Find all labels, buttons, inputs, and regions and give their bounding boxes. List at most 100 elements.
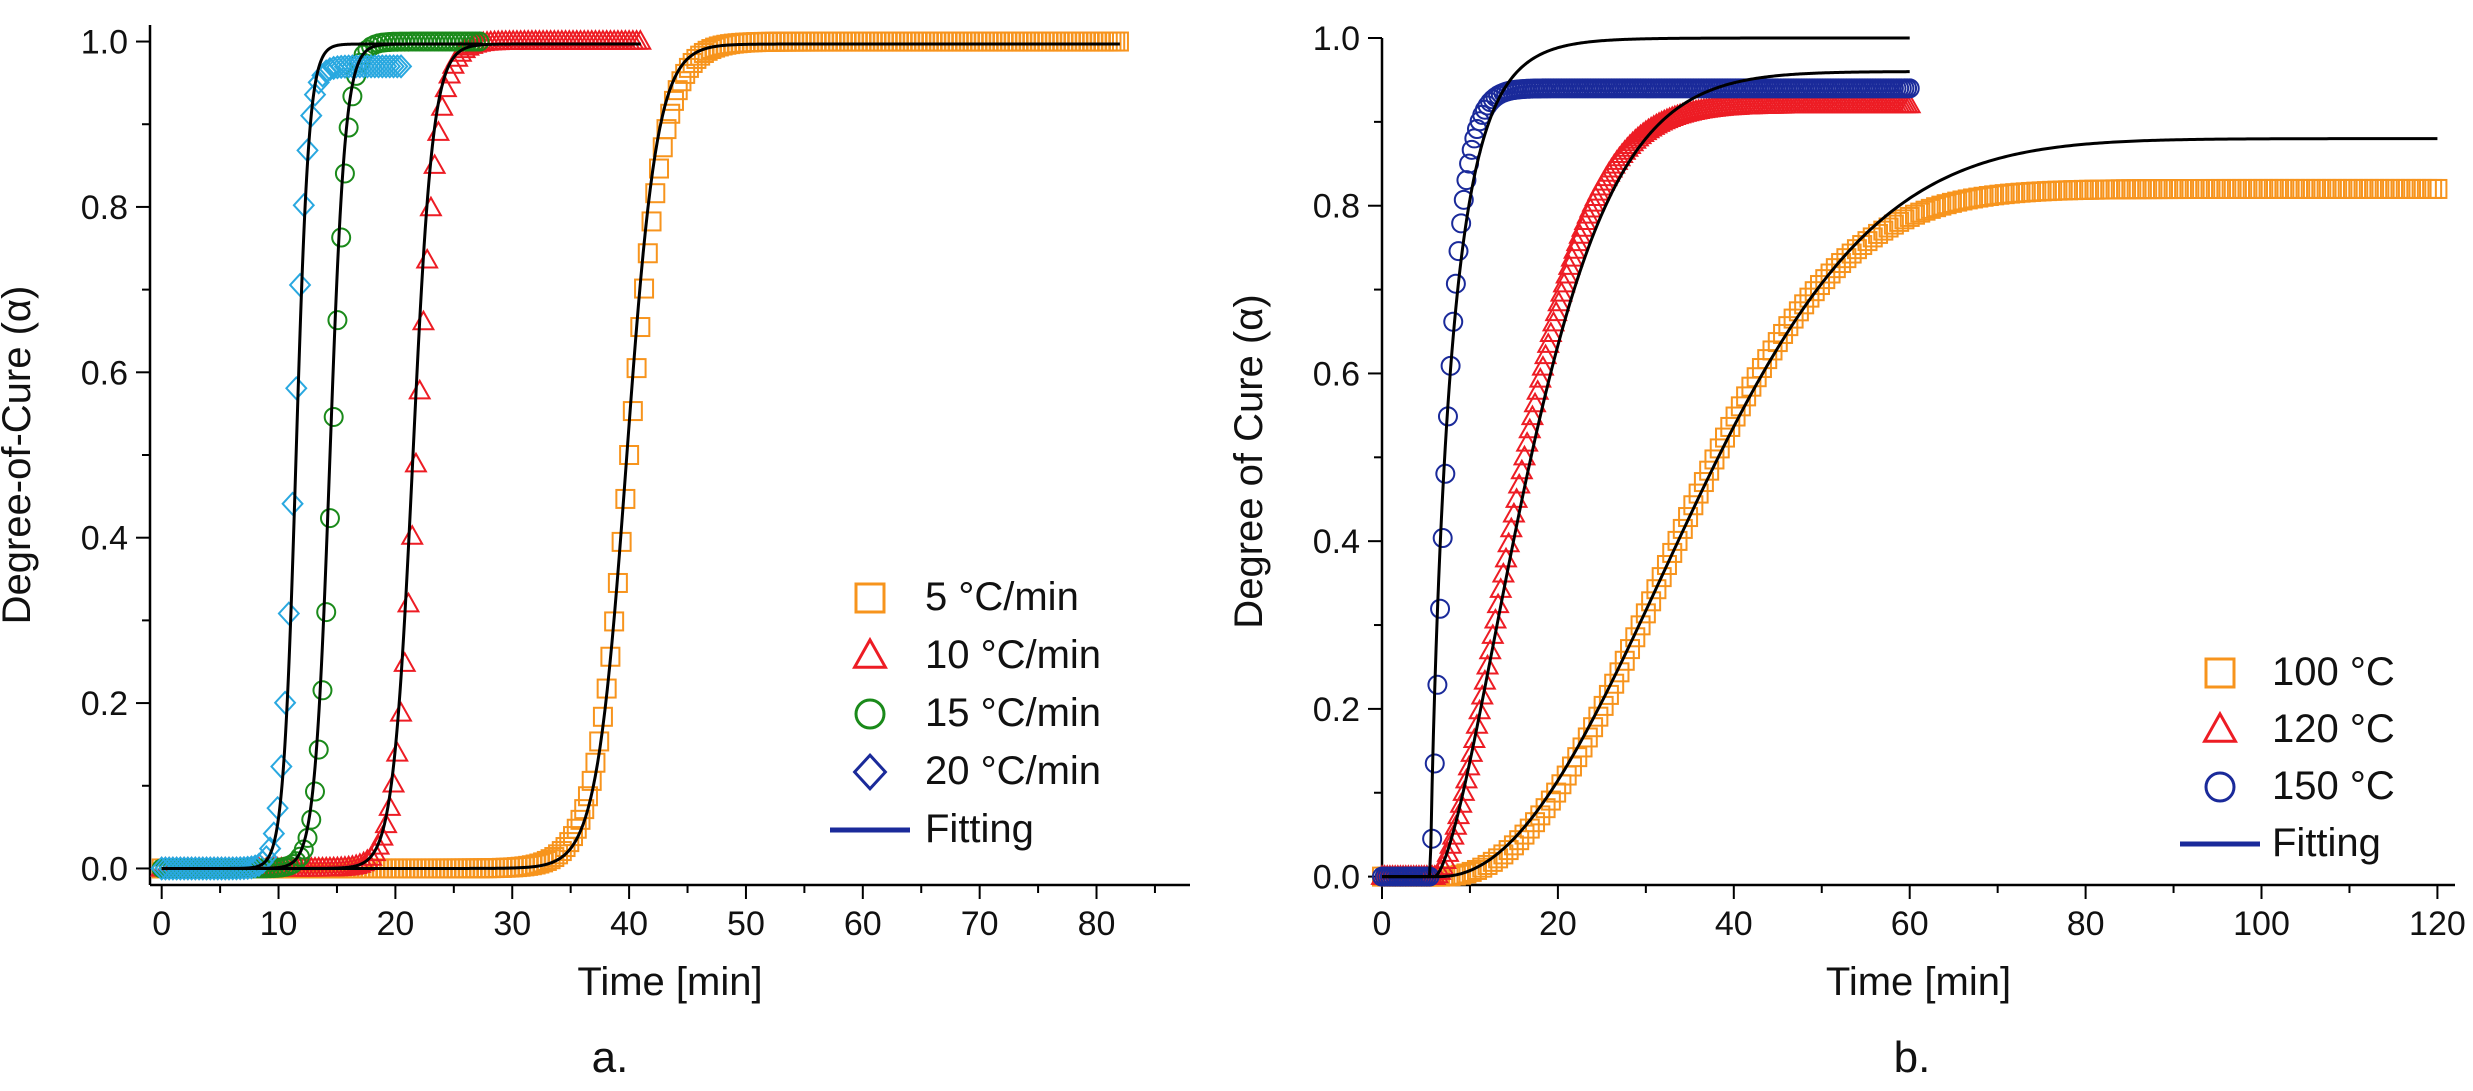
data-point: [1456, 170, 1477, 191]
data-point: [180, 856, 203, 881]
data-point: [404, 451, 428, 473]
data-point: [210, 856, 233, 881]
y-axis-title: Degree-of-Cure (α): [0, 286, 39, 625]
data-point: [1931, 195, 1952, 216]
y-tick-label: 0.8: [1313, 188, 1360, 226]
data-point: [1510, 458, 1534, 480]
data-point: [1460, 741, 1484, 762]
data-point: [367, 54, 390, 79]
legend-label-fitting: Fitting: [925, 807, 1034, 851]
legend-label-3: 15 °C/min: [925, 691, 1101, 735]
y-tick-label: 1.0: [81, 24, 128, 62]
data-point: [1894, 209, 1915, 230]
data-point: [1804, 281, 1825, 302]
data-point: [630, 317, 651, 338]
data-point: [1926, 197, 1947, 218]
data-point: [304, 781, 325, 802]
data-point: [307, 70, 330, 95]
data-point: [1565, 230, 1589, 252]
x-tick-label: 30: [493, 905, 531, 943]
legend-marker-1: [2204, 657, 2236, 689]
data-point: [1788, 301, 1809, 322]
data-point: [1662, 542, 1683, 563]
y-tick-label: 1.0: [1313, 20, 1360, 58]
data-point: [154, 856, 177, 881]
fitting-curve-1: [161, 42, 1120, 870]
data-point: [423, 153, 447, 174]
data-point: [333, 54, 357, 79]
data-point: [285, 375, 308, 401]
data-point: [381, 771, 406, 793]
data-point: [1444, 814, 1468, 835]
data-point: [150, 856, 173, 881]
legend-marker-3: [854, 698, 886, 730]
series-4-markers: [150, 54, 413, 881]
x-axis-title: Time [min]: [1826, 960, 2011, 1004]
legend-label-fitting: Fitting: [2272, 821, 2381, 865]
legend-marker-1: [854, 582, 886, 614]
data-point: [1451, 213, 1472, 234]
data-point: [1910, 202, 1931, 223]
data-point: [415, 247, 439, 269]
data-point: [1820, 263, 1841, 284]
data-point: [206, 856, 230, 881]
data-point: [645, 183, 666, 204]
data-point: [1693, 472, 1714, 493]
data-point: [1512, 444, 1537, 466]
panel-a-label: a.: [592, 1033, 629, 1082]
data-point: [378, 795, 402, 816]
data-point: [371, 54, 394, 79]
legend-marker-2: [2202, 710, 2238, 743]
data-point: [351, 850, 376, 872]
data-point: [1432, 528, 1453, 549]
y-tick-label: 0.0: [1313, 859, 1360, 897]
fitting-curve-2: [161, 42, 641, 870]
data-point: [1445, 273, 1466, 294]
data-point: [1651, 567, 1672, 588]
y-axis-title: Degree of Cure (α): [1227, 294, 1271, 628]
legend-label-4: 20 °C/min: [925, 749, 1101, 793]
data-point: [1108, 31, 1129, 52]
data-point: [641, 211, 662, 232]
data-point: [319, 508, 340, 529]
data-point: [217, 856, 241, 881]
data-point: [213, 856, 237, 881]
data-point: [157, 856, 181, 881]
data-point: [1941, 192, 1962, 213]
x-tick-label: 120: [2409, 905, 2466, 943]
data-point: [334, 163, 355, 184]
x-tick-label: 50: [727, 905, 765, 943]
data-point: [161, 856, 185, 881]
data-point: [308, 739, 329, 760]
data-point: [1544, 300, 1568, 322]
data-point: [1531, 355, 1555, 376]
data-point: [348, 54, 372, 79]
legend-label-1: 100 °C: [2272, 650, 2395, 694]
data-point: [359, 54, 383, 79]
data-point: [637, 243, 658, 264]
data-point: [1683, 495, 1704, 516]
data-point: [1533, 343, 1558, 365]
fitting-curve-2: [1382, 70, 1910, 879]
data-point: [337, 54, 360, 79]
data-point: [327, 310, 348, 331]
data-point: [396, 591, 421, 613]
data-point: [626, 358, 647, 379]
data-point: [312, 680, 333, 701]
data-point: [378, 54, 402, 79]
x-tick-label: 80: [2067, 905, 2105, 943]
data-point: [1523, 391, 1547, 413]
data-point: [1667, 530, 1688, 551]
data-point: [277, 601, 301, 626]
data-point: [1794, 294, 1815, 315]
y-tick-label: 0.6: [1313, 355, 1360, 393]
fitting-curve-3: [1382, 36, 1910, 879]
fitting-curve-3: [161, 42, 484, 870]
data-point: [628, 29, 652, 50]
data-point: [619, 445, 640, 465]
data-point: [258, 836, 282, 861]
data-point: [363, 54, 387, 79]
data-point: [331, 227, 352, 248]
x-axis-title: Time [min]: [577, 960, 762, 1004]
data-point: [1641, 591, 1662, 612]
